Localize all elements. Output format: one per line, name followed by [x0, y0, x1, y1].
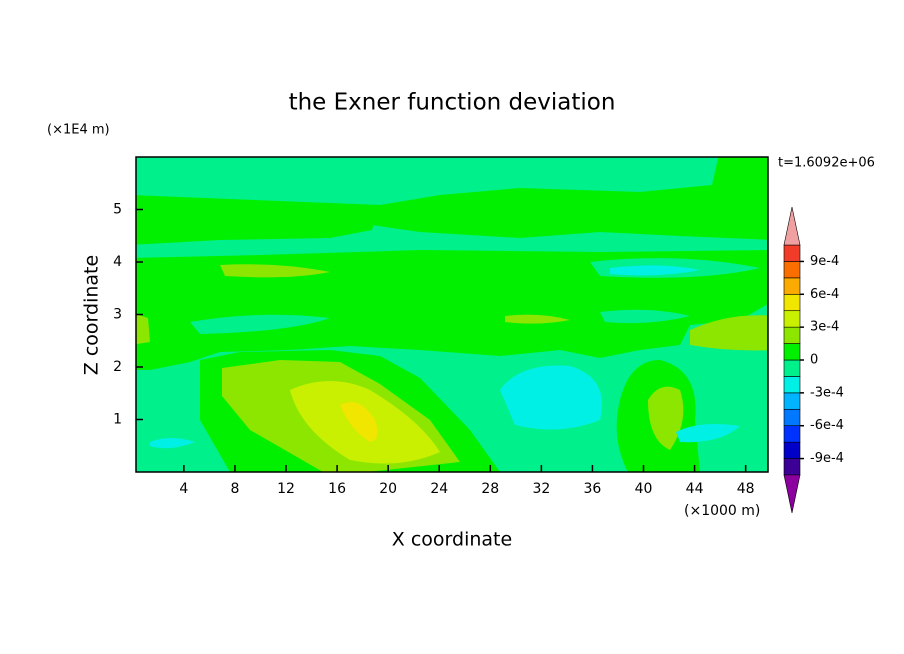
- x-tick-label: 36: [584, 481, 602, 497]
- x-tick-label: 32: [532, 481, 550, 497]
- colorbar-label: -6e-4: [810, 418, 844, 433]
- y-tick-label: 4: [113, 254, 122, 270]
- x-tick-label: 12: [277, 481, 295, 497]
- contour-region: [220, 264, 330, 278]
- colorbar-over: [783, 206, 801, 246]
- contour-region: [340, 402, 378, 442]
- contour-field: [136, 157, 768, 472]
- colorbar-box: [783, 343, 801, 361]
- contour-region: [190, 314, 330, 334]
- colorbar-box: [783, 392, 801, 410]
- colorbar-box: [783, 408, 801, 427]
- contour-region: [740, 358, 768, 380]
- colorbar-box: [783, 441, 801, 459]
- x-tick-label: 48: [737, 481, 755, 497]
- contour-region: [676, 424, 740, 443]
- contour-region: [136, 250, 768, 370]
- x-tick-label: 16: [328, 481, 346, 497]
- contour-region: [372, 157, 768, 240]
- colorbar-box: [783, 293, 801, 312]
- x-tick-label: 28: [481, 481, 499, 497]
- colorbar-label: 0: [810, 353, 818, 368]
- colorbar-box: [783, 458, 801, 476]
- y-tick-label: 1: [113, 412, 122, 428]
- x-tick-label: 8: [230, 481, 239, 497]
- contour-region: [136, 195, 380, 245]
- x-tick-label: 20: [379, 481, 397, 497]
- colorbar-box: [783, 310, 801, 328]
- x-axis-label: X coordinate: [392, 529, 512, 551]
- x-tick-label: 4: [179, 481, 188, 497]
- colorbar-under: [783, 474, 801, 514]
- x-tick-label: 40: [635, 481, 653, 497]
- contour-region: [136, 314, 150, 345]
- contour-region: [500, 365, 602, 430]
- annotation: t=1.6092e+06: [778, 156, 875, 171]
- colorbar-label: 6e-4: [810, 287, 839, 302]
- colorbar-box: [783, 359, 801, 377]
- contour-region: [610, 265, 700, 276]
- colorbar-box: [783, 326, 801, 344]
- x-tick-label: 24: [430, 481, 448, 497]
- colorbar-box: [783, 261, 801, 279]
- y-tick-label: 2: [113, 359, 122, 375]
- contour-region: [505, 314, 570, 324]
- colorbar-label: 9e-4: [810, 254, 839, 269]
- y-tick-label: 3: [113, 307, 122, 323]
- contour-region: [150, 438, 195, 449]
- y-unit: (×1E4 m): [47, 123, 110, 138]
- y-axis-label: Z coordinate: [81, 255, 103, 375]
- colorbar-label: -9e-4: [810, 451, 844, 466]
- colorbar-box: [783, 277, 801, 295]
- contour-region: [648, 386, 684, 450]
- colorbar-label: -3e-4: [810, 385, 844, 400]
- chart-title: the Exner function deviation: [289, 90, 616, 116]
- colorbar-label: 3e-4: [810, 320, 839, 335]
- contour-region: [690, 315, 768, 351]
- contour-region: [600, 309, 690, 324]
- x-unit: (×1000 m): [684, 503, 760, 519]
- colorbar-box: [783, 425, 801, 443]
- x-tick-label: 44: [686, 481, 704, 497]
- colorbar-box: [783, 376, 801, 394]
- colorbar-box: [783, 244, 801, 262]
- y-tick-label: 5: [113, 202, 122, 218]
